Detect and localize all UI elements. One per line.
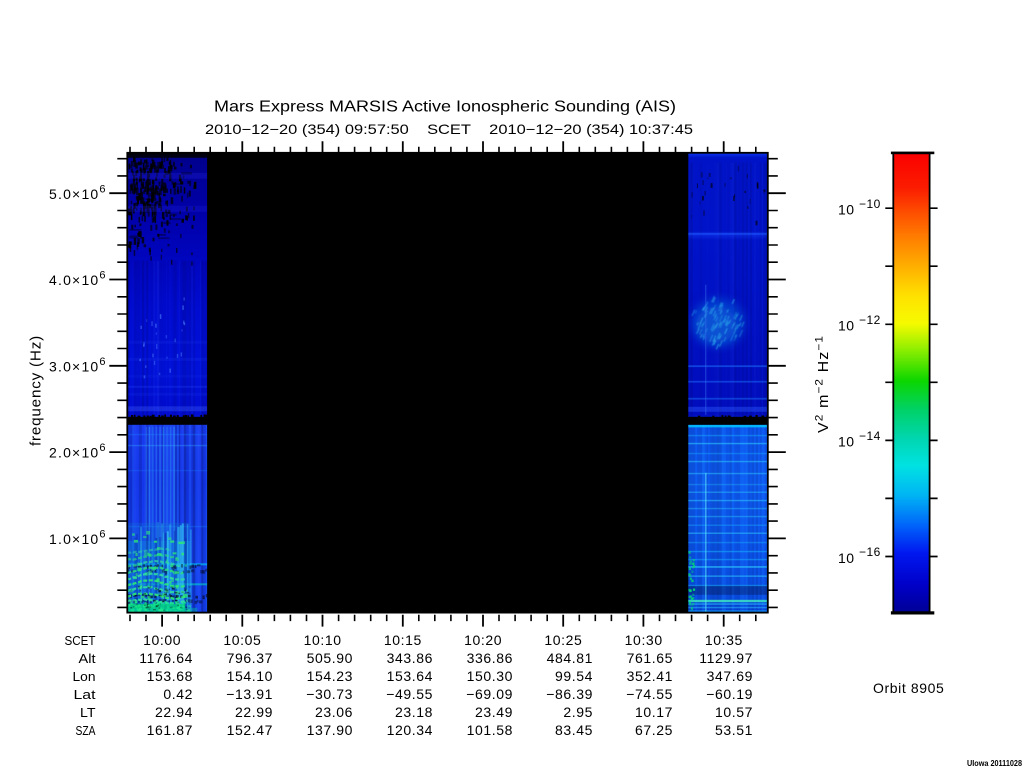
svg-text:796.37: 796.37 bbox=[227, 650, 273, 666]
svg-text:−49.55: −49.55 bbox=[386, 686, 433, 702]
svg-text:137.90: 137.90 bbox=[307, 722, 353, 738]
svg-text:761.65: 761.65 bbox=[627, 650, 673, 666]
svg-text:154.23: 154.23 bbox=[307, 668, 353, 684]
svg-text:Lon: Lon bbox=[73, 669, 96, 684]
svg-text:3.0×106: 3.0×106 bbox=[49, 356, 107, 375]
svg-text:10:05: 10:05 bbox=[223, 632, 261, 648]
svg-text:10: 10 bbox=[838, 434, 855, 450]
svg-text:10:10: 10:10 bbox=[304, 632, 342, 648]
svg-text:1176.64: 1176.64 bbox=[139, 650, 193, 666]
svg-text:161.87: 161.87 bbox=[147, 722, 193, 738]
svg-text:−60.19: −60.19 bbox=[706, 686, 753, 702]
svg-text:10:25: 10:25 bbox=[544, 632, 582, 648]
svg-text:152.47: 152.47 bbox=[227, 722, 273, 738]
svg-text:10.57: 10.57 bbox=[715, 704, 753, 720]
svg-text:10:00: 10:00 bbox=[143, 632, 181, 648]
svg-text:484.81: 484.81 bbox=[547, 650, 593, 666]
svg-text:336.86: 336.86 bbox=[467, 650, 513, 666]
svg-text:154.10: 154.10 bbox=[227, 668, 273, 684]
svg-text:−30.73: −30.73 bbox=[306, 686, 353, 702]
svg-text:−74.55: −74.55 bbox=[626, 686, 673, 702]
svg-text:347.69: 347.69 bbox=[707, 668, 753, 684]
svg-text:−86.39: −86.39 bbox=[546, 686, 593, 702]
svg-text:23.06: 23.06 bbox=[315, 704, 353, 720]
svg-text:10: 10 bbox=[838, 202, 855, 218]
svg-text:22.94: 22.94 bbox=[155, 704, 193, 720]
svg-text:101.58: 101.58 bbox=[467, 722, 513, 738]
svg-text:10:35: 10:35 bbox=[705, 632, 743, 648]
svg-text:SZA: SZA bbox=[76, 723, 96, 738]
svg-text:120.34: 120.34 bbox=[387, 722, 433, 738]
svg-text:22.99: 22.99 bbox=[235, 704, 273, 720]
svg-text:−12: −12 bbox=[859, 313, 881, 327]
svg-text:343.86: 343.86 bbox=[387, 650, 433, 666]
svg-text:53.51: 53.51 bbox=[715, 722, 753, 738]
svg-text:2.95: 2.95 bbox=[563, 704, 593, 720]
svg-text:2.0×106: 2.0×106 bbox=[49, 442, 107, 461]
svg-text:23.49: 23.49 bbox=[475, 704, 513, 720]
svg-text:99.54: 99.54 bbox=[555, 668, 593, 684]
svg-text:−69.09: −69.09 bbox=[466, 686, 513, 702]
svg-text:Lat: Lat bbox=[74, 687, 96, 702]
svg-text:10:30: 10:30 bbox=[625, 632, 663, 648]
svg-text:−13.91: −13.91 bbox=[226, 686, 273, 702]
svg-text:505.90: 505.90 bbox=[307, 650, 353, 666]
svg-text:−16: −16 bbox=[859, 545, 881, 559]
svg-text:23.18: 23.18 bbox=[395, 704, 433, 720]
svg-text:10:15: 10:15 bbox=[384, 632, 422, 648]
svg-text:LT: LT bbox=[80, 705, 96, 720]
svg-text:10.17: 10.17 bbox=[635, 704, 673, 720]
svg-text:UIowa 20111028: UIowa 20111028 bbox=[967, 758, 1022, 768]
svg-text:67.25: 67.25 bbox=[635, 722, 673, 738]
svg-text:−10: −10 bbox=[859, 197, 881, 211]
svg-text:153.64: 153.64 bbox=[387, 668, 433, 684]
svg-text:Mars Express MARSIS Active Ion: Mars Express MARSIS Active Ionospheric S… bbox=[214, 99, 676, 116]
svg-text:5.0×106: 5.0×106 bbox=[49, 183, 107, 202]
svg-text:4.0×106: 4.0×106 bbox=[49, 270, 107, 289]
svg-text:frequency (Hz): frequency (Hz) bbox=[28, 335, 45, 446]
svg-text:10: 10 bbox=[838, 318, 855, 334]
svg-text:83.45: 83.45 bbox=[555, 722, 593, 738]
svg-text:SCET: SCET bbox=[65, 633, 96, 648]
svg-text:352.41: 352.41 bbox=[627, 668, 673, 684]
svg-text:Orbit 8905: Orbit 8905 bbox=[873, 680, 944, 696]
svg-text:0.42: 0.42 bbox=[163, 686, 193, 702]
svg-text:1129.97: 1129.97 bbox=[699, 650, 753, 666]
svg-text:2010−12−20 (354) 09:57:50 S: 2010−12−20 (354) 09:57:50 SCET 2010−12−2… bbox=[205, 121, 693, 137]
svg-text:Alt: Alt bbox=[79, 651, 96, 666]
svg-text:−14: −14 bbox=[859, 429, 881, 443]
svg-text:1.0×106: 1.0×106 bbox=[49, 529, 107, 548]
svg-text:153.68: 153.68 bbox=[147, 668, 193, 684]
svg-text:10: 10 bbox=[838, 550, 855, 566]
svg-text:150.30: 150.30 bbox=[467, 668, 513, 684]
svg-text:V2 m−2 Hz−1: V2 m−2 Hz−1 bbox=[814, 335, 833, 433]
svg-text:10:20: 10:20 bbox=[464, 632, 502, 648]
